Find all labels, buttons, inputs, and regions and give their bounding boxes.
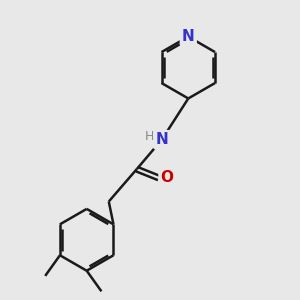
Text: H: H: [145, 130, 154, 143]
Text: N: N: [155, 132, 168, 147]
Text: N: N: [182, 29, 195, 44]
Text: O: O: [160, 170, 174, 185]
